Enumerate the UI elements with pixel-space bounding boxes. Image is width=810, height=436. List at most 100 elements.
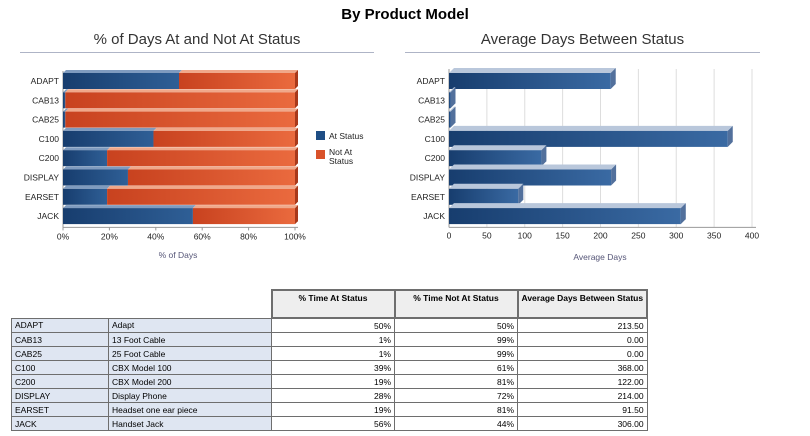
summary-table: % Time At Status % Time Not At Status Av… [11,289,649,431]
chart1-bar-side [295,166,298,186]
chart2-bar-top [449,125,733,131]
table-cell-code: DISPLAY [11,388,109,403]
chart2-title: Average Days Between Status [480,31,685,48]
table-cell-description: Display Phone [108,388,272,403]
chart1-bar-side [295,127,298,147]
table-row: ADAPT Adapt 50% 50% 213.50 [11,317,648,333]
table-cell-average-days: 122.00 [517,374,648,389]
chart1-tick-label: 80% [240,231,257,241]
chart1-bar-top [63,70,182,73]
chart2-bar-top [449,68,616,73]
chart2-category-label: C200 [425,153,446,163]
chart2-bar-top [449,203,686,209]
table-cell-at-status: 1% [271,346,395,361]
chart1-bar-top [127,166,299,170]
chart2-tick-label: 200 [593,230,607,240]
chart1-bar-top [63,108,69,112]
chart1-category-label: DISPLAY [24,173,60,183]
chart1-category-label: EARSET [25,192,59,202]
bar-average-days [449,208,681,225]
table-header-at-status: % Time At Status [270,289,396,319]
table-cell-not-at-status: 50% [394,317,518,333]
chart1-x-axis-label: % of Days [159,250,198,260]
table-cell-average-days: 0.00 [517,346,648,361]
bar-not-at-status [107,188,295,205]
chart2-bar-side [727,125,733,147]
chart2-tick-label: 50 [482,230,492,240]
chart2-category-label: CAB25 [418,115,445,125]
chart1-bar-top [63,89,69,93]
chart1-category-label: CAB25 [32,115,59,125]
table-header-average-days: Average Days Between Status [516,289,649,319]
chart1-bar-top [63,205,196,209]
table-cell-description: CBX Model 100 [108,360,272,375]
bar-at-status [63,150,108,167]
table-cell-average-days: 306.00 [517,416,648,431]
chart1-category-label: CAB13 [32,95,59,105]
chart2-title-rule [405,52,760,53]
table-cell-not-at-status: 72% [394,388,518,403]
bar-not-at-status [127,169,296,186]
table-cell-not-at-status: 99% [394,346,518,361]
chart2-tick-label: 150 [556,230,570,240]
chart2-bar-side [680,203,686,225]
table-cell-description: Headset one ear piece [108,402,272,417]
chart2-bar-side [450,87,456,109]
table-header-blank [109,290,272,318]
table-row: CAB25 25 Foot Cable 1% 99% 0.00 [11,346,648,361]
legend-swatch-at-status [316,131,325,140]
chart2-bar-side [450,106,456,128]
table-cell-description: Adapt [108,317,272,333]
bar-at-status [63,208,193,225]
chart2-bar-side [610,68,616,89]
chart1-bar-side [295,147,298,167]
table-row: EARSET Headset one ear piece 19% 81% 91.50 [11,402,648,417]
chart1-bar-side [295,70,298,89]
table-cell-code: EARSET [11,402,109,417]
bar-not-at-status [179,73,295,89]
bar-average-days [449,130,728,147]
chart2-bar-top [449,145,547,151]
chart1-bar-top [63,166,131,170]
chart2-tick-label: 300 [669,230,683,240]
table-cell-average-days: 0.00 [517,332,648,347]
chart1-bar-top [179,70,298,73]
table-cell-at-status: 39% [271,360,395,375]
chart1-title: % of Days At and Not At Status [93,31,301,48]
table-cell-not-at-status: 61% [394,360,518,375]
table-header-blank [12,290,109,318]
table-row: C200 CBX Model 200 19% 81% 122.00 [11,374,648,389]
chart2-category-label: C100 [425,134,446,144]
table-cell-description: CBX Model 200 [108,374,272,389]
chart2-bar-side [611,164,617,186]
chart1-category-label: C200 [39,153,60,163]
chart1-category-label: JACK [37,211,59,221]
bar-not-at-status [153,130,295,147]
chart1-bar-side [295,89,298,109]
chart1-bar-top [107,185,298,189]
chart2-category-label: EARSET [411,192,445,202]
table-cell-at-status: 28% [271,388,395,403]
bar-average-days [449,150,542,167]
chart2-category-label: ADAPT [417,76,445,86]
stacked-percent-chart: ADAPT CAB13 CAB25 C100 C200 DISPLAY EARSET JACK… [24,70,364,260]
chart2-tick-label: 400 [745,230,759,240]
table-cell-not-at-status: 44% [394,416,518,431]
table-cell-at-status: 56% [271,416,395,431]
chart2-tick-label: 350 [707,230,721,240]
chart1-bar-side [295,205,298,225]
table-row: DISPLAY Display Phone 28% 72% 214.00 [11,388,648,403]
chart1-legend: At Status Not At Status [316,131,364,166]
table-row: CAB13 13 Foot Cable 1% 99% 0.00 [11,332,648,347]
bar-at-status [63,130,154,147]
chart1-bar-top [153,127,298,131]
table-cell-at-status: 19% [271,374,395,389]
bar-not-at-status [192,208,295,225]
page-title: By Product Model [341,6,469,23]
bar-average-days [449,169,612,186]
chart2-bar-top [449,183,524,189]
table-cell-average-days: 91.50 [517,402,648,417]
average-days-chart: 0 50 100 150 200 250 300 350 400 ADAPT CAB13 CAB25 C… [410,68,759,262]
chart1-bar-top [65,89,298,93]
chart2-bar-top [449,87,456,93]
